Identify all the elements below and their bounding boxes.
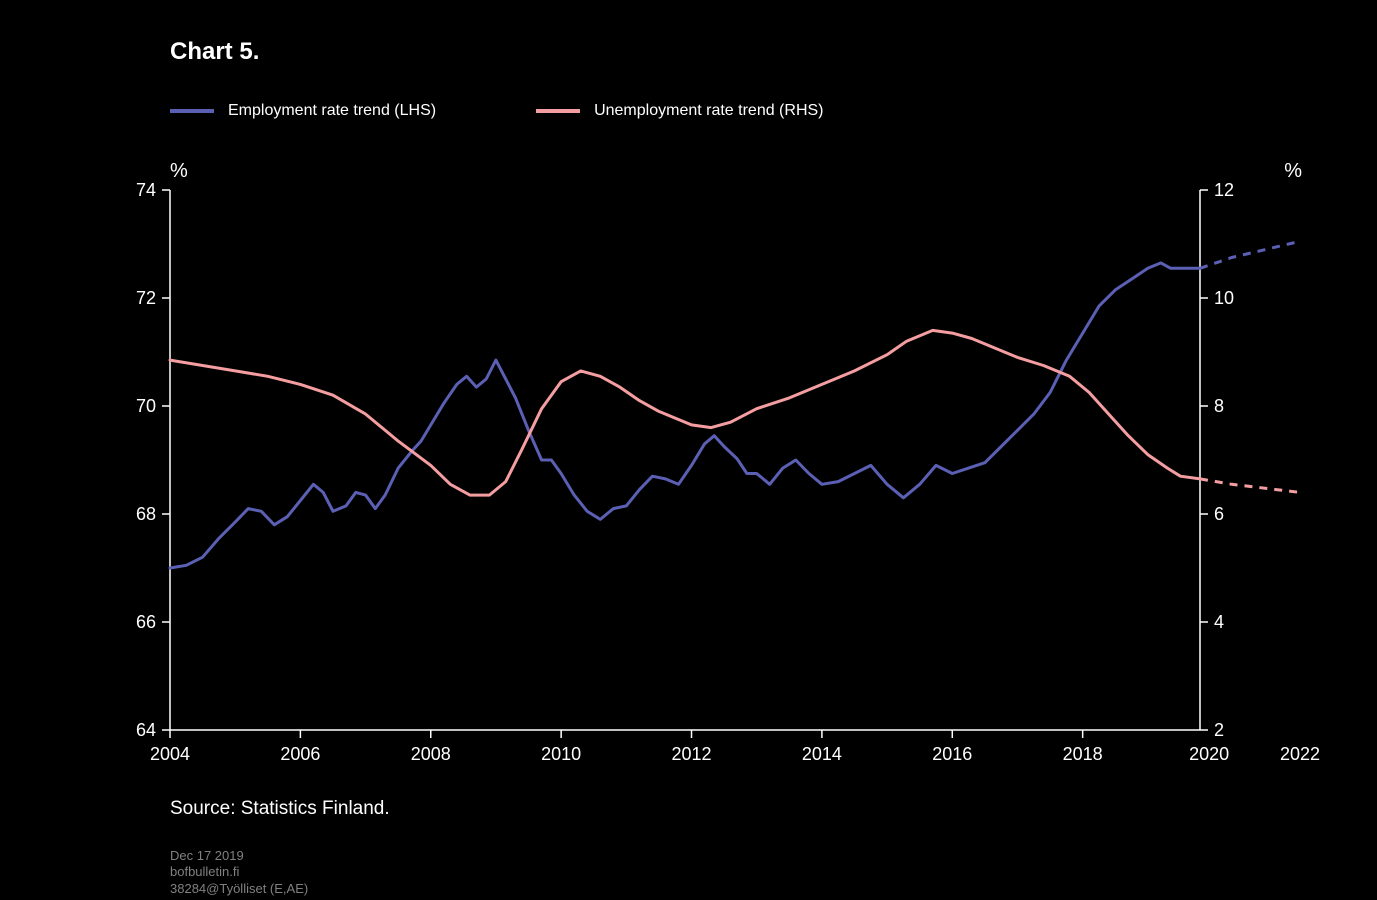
svg-text:74: 74 <box>136 180 156 200</box>
footer-meta: Dec 17 2019 bofbulletin.fi 38284@Työllis… <box>170 848 308 897</box>
svg-text:2020: 2020 <box>1189 744 1229 764</box>
svg-text:2018: 2018 <box>1063 744 1103 764</box>
svg-text:4: 4 <box>1214 612 1224 632</box>
footer-date: Dec 17 2019 <box>170 848 308 864</box>
chart-container: Chart 5. Employment rate trend (LHS) Une… <box>0 0 1377 900</box>
svg-text:2004: 2004 <box>150 744 190 764</box>
svg-text:72: 72 <box>136 288 156 308</box>
svg-text:68: 68 <box>136 504 156 524</box>
plot-svg: 6466687072742468101220042006200820102012… <box>0 0 1377 900</box>
svg-text:2022: 2022 <box>1280 744 1320 764</box>
svg-text:70: 70 <box>136 396 156 416</box>
svg-text:12: 12 <box>1214 180 1234 200</box>
svg-text:2012: 2012 <box>671 744 711 764</box>
svg-text:2: 2 <box>1214 720 1224 740</box>
svg-text:8: 8 <box>1214 396 1224 416</box>
svg-text:2014: 2014 <box>802 744 842 764</box>
svg-text:10: 10 <box>1214 288 1234 308</box>
svg-text:64: 64 <box>136 720 156 740</box>
svg-text:2006: 2006 <box>280 744 320 764</box>
footer-code: 38284@Työlliset (E,AE) <box>170 881 308 897</box>
svg-text:2016: 2016 <box>932 744 972 764</box>
svg-text:2008: 2008 <box>411 744 451 764</box>
footer-site: bofbulletin.fi <box>170 864 308 880</box>
source-label: Source: Statistics Finland. <box>170 798 390 820</box>
svg-text:2010: 2010 <box>541 744 581 764</box>
svg-text:66: 66 <box>136 612 156 632</box>
svg-text:6: 6 <box>1214 504 1224 524</box>
